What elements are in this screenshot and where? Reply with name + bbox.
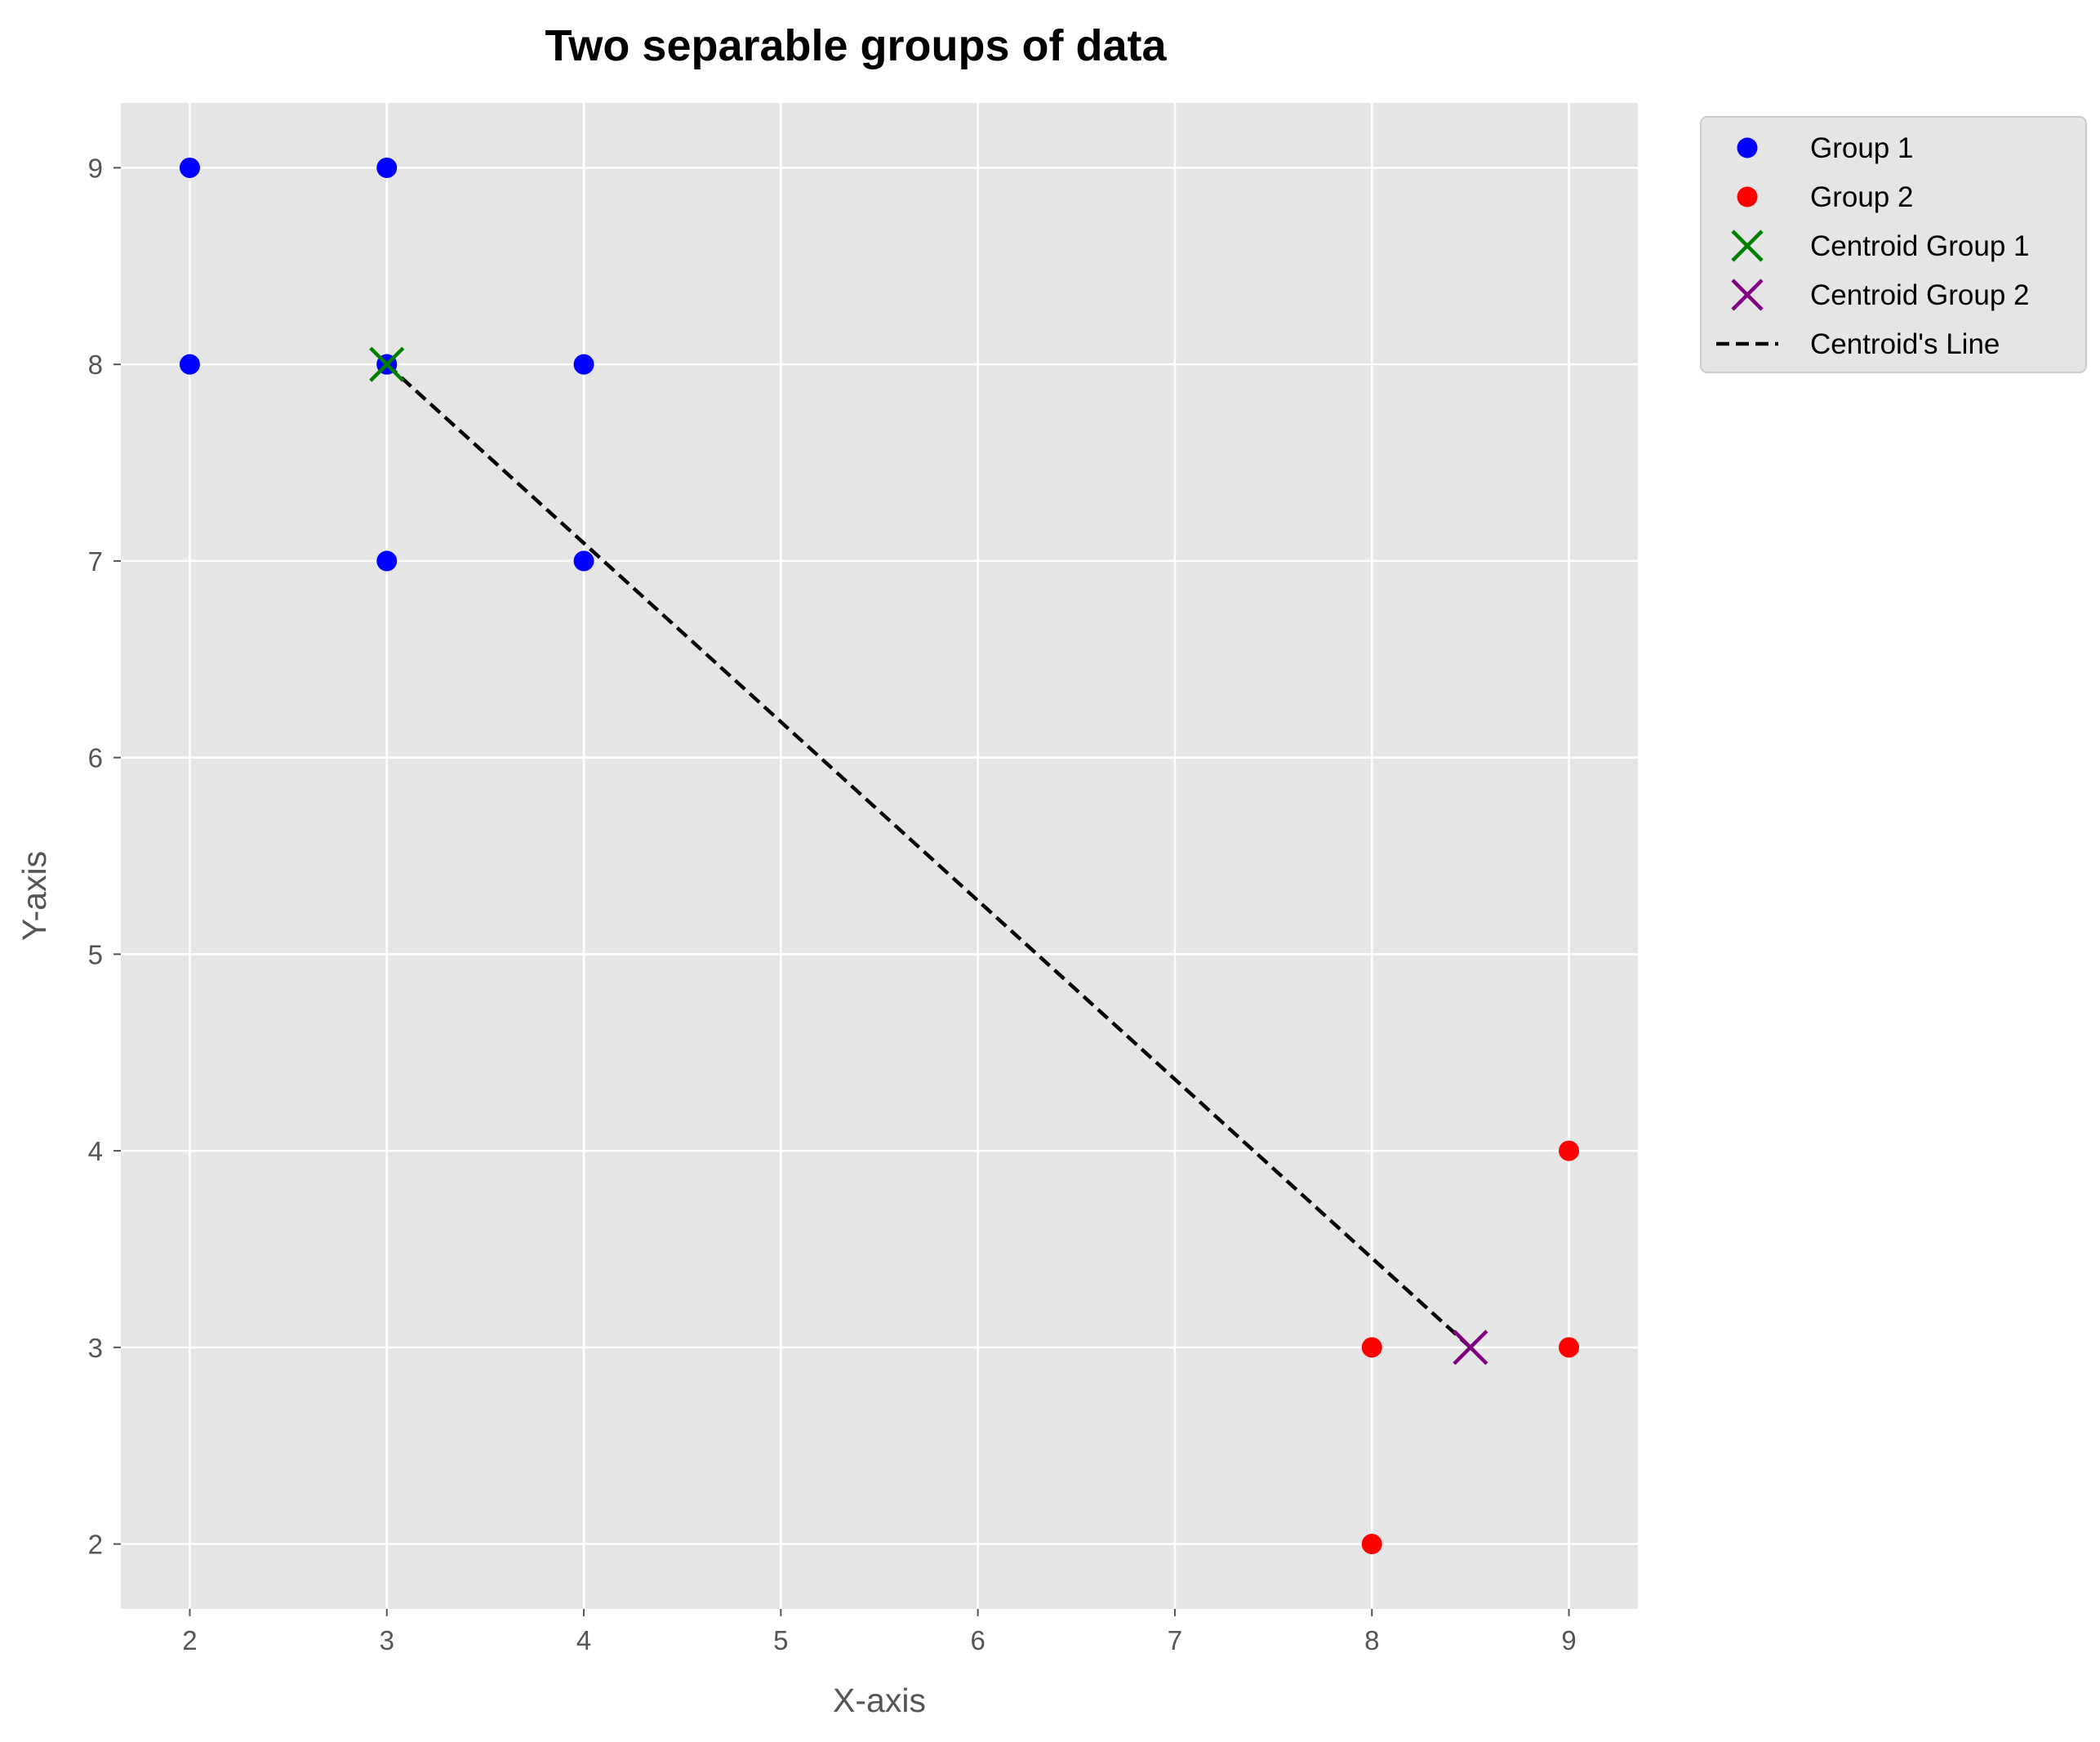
legend-circle-icon <box>1737 137 1758 158</box>
group-1-point <box>573 354 594 375</box>
x-tick-label: 5 <box>773 1625 788 1655</box>
legend-x-icon-stroke-b <box>1731 229 1764 262</box>
centroid-group-2-marker-stroke-b <box>1453 1330 1488 1366</box>
legend-item: Centroid Group 1 <box>1731 229 2029 262</box>
legend-label: Centroid's Line <box>1810 328 2000 360</box>
x-axis-label: X-axis <box>833 1682 926 1719</box>
group-2-point <box>1559 1337 1580 1358</box>
y-tick-label: 7 <box>88 546 103 577</box>
plot-area <box>121 103 1638 1609</box>
x-tick-label: 3 <box>380 1625 394 1655</box>
legend-item: Centroid's Line <box>1716 328 2000 360</box>
x-tick-label: 8 <box>1364 1625 1379 1655</box>
centroid-group-1-marker-stroke-b <box>369 346 405 382</box>
legend-label: Centroid Group 2 <box>1810 279 2029 311</box>
data-markers <box>179 157 1580 1555</box>
x-tick-label: 4 <box>576 1625 591 1655</box>
centroid-line-layer <box>385 363 1472 1349</box>
x-tick-label: 2 <box>182 1625 197 1655</box>
grid-lines <box>121 103 1638 1609</box>
group-1-point <box>179 157 200 178</box>
group-1-point <box>376 157 398 178</box>
x-tick-label: 7 <box>1168 1625 1182 1655</box>
group-2-point <box>1559 1140 1580 1161</box>
legend-x-icon-stroke-b <box>1731 278 1764 311</box>
group-2-point <box>1361 1337 1382 1358</box>
y-tick-label: 3 <box>88 1333 103 1363</box>
group-2-point <box>1361 1534 1382 1555</box>
legend-item: Centroid Group 2 <box>1731 278 2029 311</box>
group-1-point <box>179 354 200 375</box>
legend-label: Group 2 <box>1810 181 1913 213</box>
centroid-group-2-marker <box>1453 1330 1488 1366</box>
legend-x-icon <box>1731 278 1764 311</box>
y-tick-label: 9 <box>88 153 103 183</box>
centroid-group-1-marker <box>369 346 405 382</box>
tick-labels: 2 3 4 5 6 7 8 9 2 3 4 5 6 7 8 9 <box>88 153 1577 1655</box>
legend-box <box>1700 116 2087 373</box>
chart-title: Two separable groups of data <box>545 21 1167 70</box>
y-tick-label: 8 <box>88 350 103 380</box>
legend-label: Group 1 <box>1810 132 1913 164</box>
legend-label: Centroid Group 1 <box>1810 230 2029 262</box>
legend-x-icon <box>1731 229 1764 262</box>
group-1-point <box>376 550 398 572</box>
y-tick-label: 4 <box>88 1136 103 1166</box>
y-tick-label: 2 <box>88 1530 103 1560</box>
legend-item: Group 2 <box>1737 181 1913 213</box>
legend-circle-icon <box>1737 186 1758 207</box>
y-tick-label: 6 <box>88 743 103 773</box>
y-tick-label: 5 <box>88 939 103 969</box>
x-tick-label: 9 <box>1561 1625 1576 1655</box>
legend-item: Group 1 <box>1737 132 1913 164</box>
group-1-point <box>573 550 594 572</box>
legend: Group 1 Group 2 Centroid Group 1 Centroid G… <box>1700 116 2087 373</box>
x-tick-label: 6 <box>970 1625 985 1655</box>
centroid-line <box>385 363 1472 1349</box>
y-axis-label: Y-axis <box>16 851 53 941</box>
